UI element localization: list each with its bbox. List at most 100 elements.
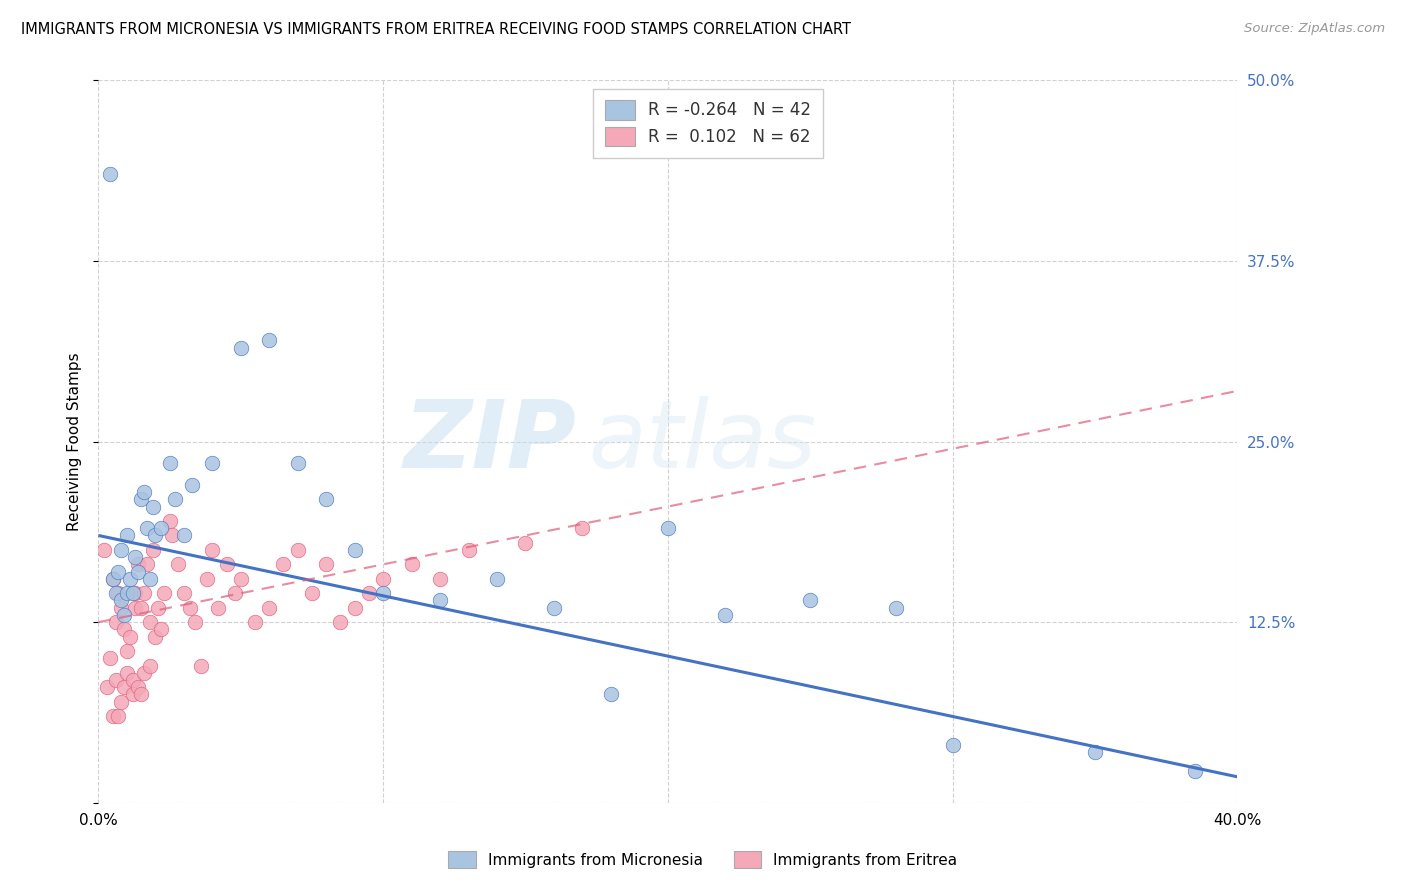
- Point: [150, 521, 173, 535]
- Point: [315, 558, 337, 572]
- Point: [224, 586, 246, 600]
- Point: [600, 687, 623, 701]
- Point: [195, 572, 218, 586]
- Point: [132, 665, 155, 680]
- Point: [165, 492, 187, 507]
- Point: [141, 542, 163, 557]
- Point: [124, 586, 146, 600]
- Legend: Immigrants from Micronesia, Immigrants from Eritrea: Immigrants from Micronesia, Immigrants f…: [441, 844, 965, 875]
- Point: [714, 607, 737, 622]
- Y-axis label: Receiving Food Stamps: Receiving Food Stamps: [67, 352, 83, 531]
- Point: [181, 478, 204, 492]
- Point: [107, 586, 129, 600]
- Point: [135, 521, 157, 535]
- Point: [243, 615, 266, 630]
- Point: [884, 600, 907, 615]
- Point: [127, 680, 149, 694]
- Point: [129, 600, 152, 615]
- Point: [110, 593, 132, 607]
- Point: [124, 550, 146, 565]
- Point: [132, 485, 155, 500]
- Point: [515, 535, 537, 549]
- Point: [259, 600, 281, 615]
- Point: [207, 600, 229, 615]
- Point: [132, 586, 155, 600]
- Point: [112, 680, 135, 694]
- Text: atlas: atlas: [588, 396, 817, 487]
- Point: [104, 615, 127, 630]
- Point: [112, 607, 135, 622]
- Point: [571, 521, 593, 535]
- Point: [104, 673, 127, 687]
- Point: [141, 500, 163, 514]
- Text: ZIP: ZIP: [404, 395, 576, 488]
- Point: [543, 600, 565, 615]
- Point: [201, 542, 224, 557]
- Point: [107, 709, 129, 723]
- Point: [129, 492, 152, 507]
- Point: [1084, 745, 1107, 759]
- Point: [259, 334, 281, 348]
- Point: [110, 695, 132, 709]
- Point: [486, 572, 509, 586]
- Point: [121, 586, 143, 600]
- Point: [101, 572, 124, 586]
- Point: [1184, 764, 1206, 778]
- Point: [159, 456, 181, 470]
- Point: [229, 572, 252, 586]
- Point: [173, 586, 195, 600]
- Point: [457, 542, 479, 557]
- Point: [98, 167, 121, 181]
- Point: [942, 738, 965, 752]
- Point: [138, 572, 160, 586]
- Point: [373, 572, 395, 586]
- Point: [190, 658, 212, 673]
- Point: [104, 586, 127, 600]
- Point: [127, 565, 149, 579]
- Point: [167, 558, 190, 572]
- Point: [201, 456, 224, 470]
- Point: [121, 687, 143, 701]
- Point: [162, 528, 184, 542]
- Point: [145, 528, 167, 542]
- Point: [301, 586, 323, 600]
- Point: [343, 600, 366, 615]
- Point: [115, 644, 138, 658]
- Text: IMMIGRANTS FROM MICRONESIA VS IMMIGRANTS FROM ERITREA RECEIVING FOOD STAMPS CORR: IMMIGRANTS FROM MICRONESIA VS IMMIGRANTS…: [21, 22, 851, 37]
- Point: [121, 673, 143, 687]
- Point: [343, 542, 366, 557]
- Legend: R = -0.264   N = 42, R =  0.102   N = 62: R = -0.264 N = 42, R = 0.102 N = 62: [593, 88, 823, 158]
- Point: [96, 680, 118, 694]
- Point: [138, 658, 160, 673]
- Point: [373, 586, 395, 600]
- Point: [110, 600, 132, 615]
- Point: [287, 542, 309, 557]
- Point: [179, 600, 201, 615]
- Point: [118, 572, 141, 586]
- Point: [153, 586, 176, 600]
- Point: [173, 528, 195, 542]
- Point: [93, 542, 115, 557]
- Point: [329, 615, 352, 630]
- Point: [138, 615, 160, 630]
- Point: [112, 623, 135, 637]
- Point: [287, 456, 309, 470]
- Point: [115, 665, 138, 680]
- Point: [159, 514, 181, 528]
- Point: [127, 558, 149, 572]
- Point: [148, 600, 170, 615]
- Point: [799, 593, 821, 607]
- Point: [145, 630, 167, 644]
- Point: [101, 572, 124, 586]
- Point: [401, 558, 423, 572]
- Point: [129, 687, 152, 701]
- Point: [110, 542, 132, 557]
- Point: [107, 565, 129, 579]
- Point: [429, 572, 451, 586]
- Text: Source: ZipAtlas.com: Source: ZipAtlas.com: [1244, 22, 1385, 36]
- Point: [115, 528, 138, 542]
- Point: [657, 521, 679, 535]
- Point: [150, 623, 173, 637]
- Point: [135, 558, 157, 572]
- Point: [273, 558, 295, 572]
